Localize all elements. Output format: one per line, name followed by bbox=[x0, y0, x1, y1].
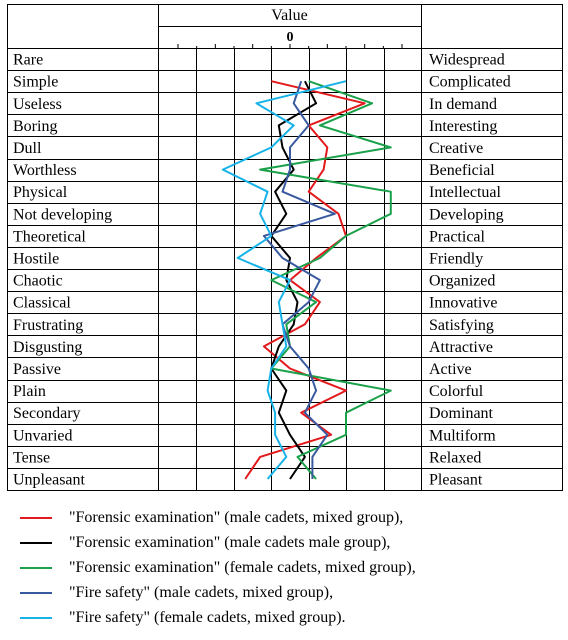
left-label: Useless bbox=[13, 96, 62, 113]
left-label: Disgusting bbox=[13, 339, 82, 356]
right-label: Pleasant bbox=[429, 471, 483, 488]
left-label: Frustrating bbox=[13, 317, 83, 334]
legend-item: "Forensic examination" (male cadets male… bbox=[20, 530, 560, 555]
left-label: Plain bbox=[13, 383, 46, 400]
right-label: Colorful bbox=[429, 383, 484, 400]
left-label: Dull bbox=[13, 140, 42, 157]
legend-swatch bbox=[20, 541, 52, 544]
right-label: Complicated bbox=[429, 74, 511, 91]
legend-swatch bbox=[20, 616, 52, 619]
right-label: Attractive bbox=[429, 339, 493, 356]
right-label: Innovative bbox=[429, 295, 497, 312]
left-adjective-labels: Rare Simple Useless Boring Dull Worthless Phys… bbox=[13, 52, 112, 489]
series-line bbox=[270, 80, 318, 480]
left-label: Chaotic bbox=[13, 273, 63, 290]
legend: "Forensic examination" (male cadets, mix… bbox=[20, 505, 560, 630]
left-label: Not developing bbox=[13, 206, 112, 223]
legend-label: "Forensic examination" (female cadets, m… bbox=[69, 558, 416, 576]
left-label: Boring bbox=[13, 118, 57, 135]
x-ticks bbox=[177, 44, 403, 48]
legend-swatch bbox=[20, 566, 52, 569]
right-label: Widespread bbox=[429, 52, 505, 69]
right-label: Dominant bbox=[429, 405, 494, 422]
right-label: Satisfying bbox=[429, 317, 494, 334]
series-line bbox=[221, 80, 347, 480]
right-adjective-labels: Widespread Complicated In demand Interestin… bbox=[429, 52, 511, 489]
zero-tick-label: 0 bbox=[287, 30, 294, 45]
series-line bbox=[262, 80, 336, 479]
series-line bbox=[259, 80, 392, 480]
legend-swatch bbox=[20, 516, 52, 519]
legend-label: "Fire safety" (male cadets, mixed group)… bbox=[69, 583, 334, 601]
left-label: Physical bbox=[13, 184, 68, 201]
left-label: Passive bbox=[13, 361, 61, 378]
legend-label: "Forensic examination" (male cadets, mix… bbox=[69, 508, 404, 526]
left-label: Hostile bbox=[13, 250, 59, 267]
right-label: Practical bbox=[429, 228, 486, 245]
legend-item: "Fire safety" (male cadets, mixed group)… bbox=[20, 580, 560, 605]
right-label: Creative bbox=[429, 140, 483, 157]
left-label: Worthless bbox=[13, 162, 77, 179]
value-header: Value bbox=[271, 7, 307, 24]
legend-swatch bbox=[20, 591, 52, 594]
semantic-differential-chart: Value 0 Rare Simple Useless Boring Dull Worth… bbox=[7, 4, 563, 491]
left-label: Simple bbox=[13, 74, 58, 91]
legend-item: "Forensic examination" (female cadets, m… bbox=[20, 555, 560, 580]
right-label: Organized bbox=[429, 273, 495, 290]
series-lines bbox=[221, 80, 392, 480]
right-label: Multiform bbox=[429, 427, 496, 444]
left-label: Rare bbox=[13, 52, 43, 69]
legend-item: "Fire safety" (female cadets, mixed grou… bbox=[20, 605, 560, 630]
left-label: Theoretical bbox=[13, 228, 86, 245]
left-label: Tense bbox=[13, 449, 50, 466]
right-label: Active bbox=[429, 361, 472, 378]
left-label: Unpleasant bbox=[13, 471, 86, 488]
right-label: Relaxed bbox=[429, 449, 481, 466]
right-label: Developing bbox=[429, 206, 504, 223]
left-label: Secondary bbox=[13, 405, 81, 422]
right-label: Intellectual bbox=[429, 184, 502, 201]
right-label: In demand bbox=[429, 96, 497, 113]
legend-label: "Fire safety" (female cadets, mixed grou… bbox=[69, 608, 346, 626]
right-label: Beneficial bbox=[429, 162, 495, 179]
legend-item: "Forensic examination" (male cadets, mix… bbox=[20, 505, 560, 530]
left-label: Unvaried bbox=[13, 427, 73, 444]
legend-label: "Forensic examination" (male cadets male… bbox=[69, 533, 391, 551]
right-label: Friendly bbox=[429, 250, 483, 267]
right-label: Interesting bbox=[429, 118, 497, 135]
left-label: Classical bbox=[13, 295, 71, 312]
